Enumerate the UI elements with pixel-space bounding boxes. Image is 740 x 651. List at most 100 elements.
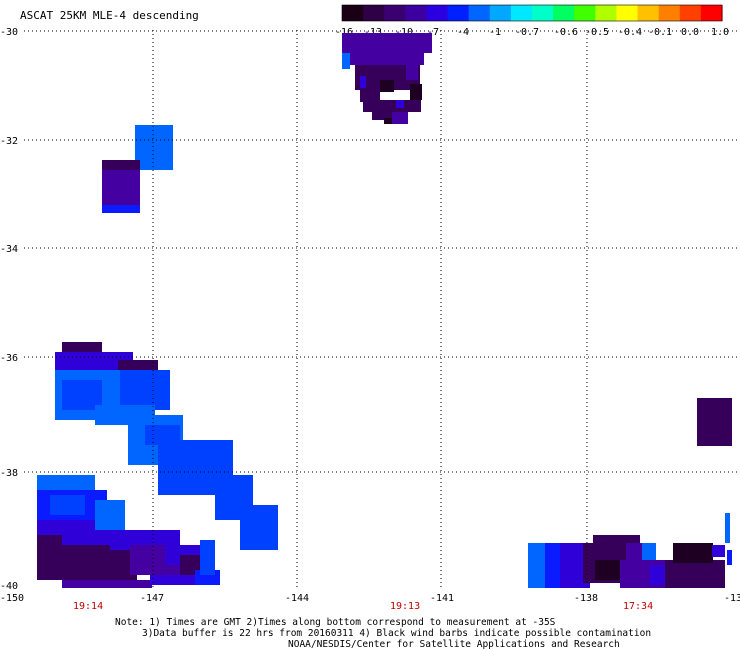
note-line-1: Note: 1) Times are GMT 2)Times along bot… — [115, 617, 556, 628]
map-title: ASCAT 25KM MLE-4 descending — [20, 9, 199, 22]
colorbar-segment — [679, 5, 702, 21]
swath-cell — [62, 545, 137, 580]
swath-cell — [665, 560, 725, 588]
swath-cell — [118, 360, 158, 370]
colorbar-tick-label: 1.0 — [711, 27, 729, 38]
swath-cell — [240, 505, 278, 550]
colorbar-segment — [426, 5, 449, 21]
swath-cell — [135, 125, 173, 170]
colorbar-segment — [553, 5, 575, 21]
colorbar-tick-label: -13 — [364, 27, 382, 38]
longitude-label: -13 — [724, 593, 740, 604]
swath-cell — [673, 543, 713, 563]
swath-cell — [200, 540, 215, 575]
longitude-axis: -150 -147 -144 -141 -138 -13 — [0, 593, 740, 604]
swath-cell — [360, 76, 366, 88]
colorbar-segment — [489, 5, 512, 21]
longitude-label: -144 — [285, 593, 309, 604]
colorbar-tick-label: -7 — [427, 27, 439, 38]
latitude-axis: -30 -32 -34 -36 -38 -40 — [0, 27, 18, 592]
swath-cell — [360, 90, 380, 102]
colorbar-segment — [342, 5, 364, 21]
colorbar-segment — [363, 5, 385, 21]
lat-lon-grid — [24, 30, 740, 588]
longitude-label: -138 — [574, 593, 598, 604]
colorbar-tick-label: -4 — [457, 27, 469, 38]
longitude-label: -150 — [0, 593, 24, 604]
swath-cell — [342, 53, 350, 69]
longitude-label: -147 — [140, 593, 164, 604]
time-axis: 19:14 19:13 17:34 — [73, 601, 653, 612]
swath-cell — [528, 543, 550, 588]
time-label: 19:14 — [73, 601, 103, 612]
colorbar-segment — [658, 5, 681, 21]
swath-cell — [697, 398, 732, 446]
wind-data-swaths — [37, 33, 732, 588]
swath-cell — [102, 160, 140, 170]
swath-cell — [380, 80, 394, 92]
swath-cell — [392, 112, 408, 124]
swath-cell — [55, 352, 133, 370]
colorbar-tick-label: -1 — [489, 27, 501, 38]
latitude-label: -38 — [0, 468, 18, 479]
swath-cell — [626, 543, 642, 563]
latitude-label: -30 — [0, 27, 18, 38]
swath-cell — [406, 62, 418, 80]
swath-cell — [37, 535, 62, 580]
swath-cell — [350, 53, 424, 65]
colorbar-segment — [595, 5, 618, 21]
colorbar-tick-label: -0.4 — [618, 27, 642, 38]
longitude-label: -141 — [430, 593, 454, 604]
swath-cell — [102, 205, 140, 213]
colorbar-tick-label: -0.1 — [648, 27, 672, 38]
swath-cell — [120, 370, 170, 410]
swath-cell — [342, 33, 432, 53]
swath-cell — [62, 580, 152, 588]
swath-cell — [95, 500, 125, 530]
colorbar-tick-label: 0.0 — [681, 27, 699, 38]
time-label: 19:13 — [390, 601, 420, 612]
credit-line: NOAA/NESDIS/Center for Satellite Applica… — [288, 639, 620, 650]
swath-cell — [372, 110, 406, 120]
swath-cell — [712, 545, 725, 557]
colorbar-frame — [341, 4, 723, 22]
latitude-label: -36 — [0, 353, 18, 364]
colorbar-segment — [574, 5, 596, 21]
swath-cell — [384, 118, 392, 124]
swath-cell — [727, 550, 732, 565]
colorbar-segment — [637, 5, 660, 21]
swath-cell — [150, 575, 195, 585]
colorbar-tick-label: -16 — [335, 27, 353, 38]
colorbar-segment — [384, 5, 406, 21]
colorbar-tick-label: -0.5 — [585, 27, 609, 38]
colorbar-segment — [405, 5, 428, 21]
colorbar-segment — [447, 5, 470, 21]
note-line-2: 3)Data buffer is 22 hrs from 20160311 4)… — [142, 628, 652, 639]
swath-cell — [363, 100, 421, 112]
swath-cell — [725, 513, 730, 543]
latitude-label: -40 — [0, 581, 18, 592]
swath-cell — [394, 68, 406, 80]
latitude-label: -34 — [0, 244, 18, 255]
colorbar-labels: -16 -13 -10 -7 -4 -1 -0.7 -0.6 -0.5 -0.4 -0.1 0.0 1.… — [335, 27, 729, 38]
colorbar-tick-label: -0.6 — [554, 27, 578, 38]
colorbar-tick-label: -0.7 — [515, 27, 539, 38]
colorbar-segment — [532, 5, 554, 21]
colorbar-segment — [468, 5, 491, 21]
colorbar-tick-label: -10 — [395, 27, 413, 38]
colorbar-segment — [700, 5, 723, 21]
swath-cell — [62, 342, 102, 354]
colorbar-segment — [616, 5, 639, 21]
swath-cell — [396, 100, 404, 108]
swath-cell — [642, 543, 656, 563]
swath-cell — [37, 475, 95, 490]
swath-cell — [595, 560, 620, 580]
swath-cell — [545, 543, 560, 588]
colorbar-segment — [510, 5, 533, 21]
swath-cell — [50, 495, 85, 515]
swath-cell — [410, 84, 422, 100]
latitude-label: -32 — [0, 136, 18, 147]
time-label: 17:34 — [623, 601, 653, 612]
colorbar — [341, 4, 723, 22]
